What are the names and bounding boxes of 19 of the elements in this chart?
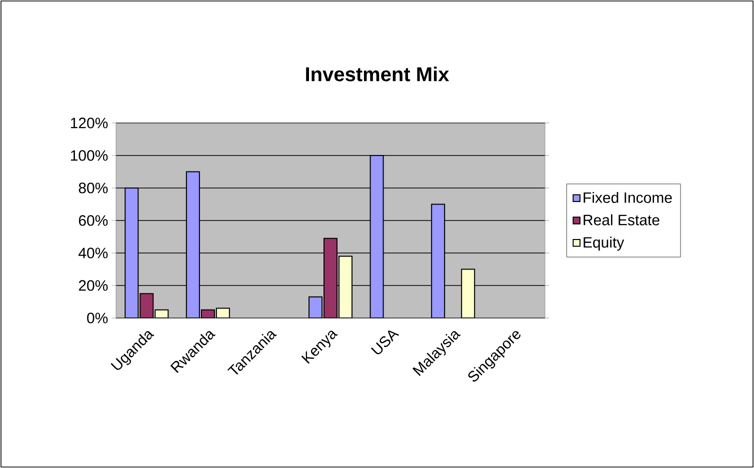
y-tick-label: 100% [70, 150, 108, 161]
bar [370, 154, 384, 318]
bar [461, 268, 476, 318]
legend-label: Fixed Income [584, 192, 672, 203]
legend-label: Real Estate [584, 214, 660, 226]
bar [124, 187, 139, 318]
bar [431, 204, 446, 318]
y-tick-label: 20% [78, 280, 108, 291]
chart-title: Investment Mix [306, 66, 450, 82]
y-tick-label: 80% [78, 182, 108, 194]
bar [186, 171, 200, 318]
y-tick-label: 60% [78, 215, 108, 226]
x-tick-label: USA [370, 330, 400, 354]
legend-label: Equity [584, 236, 624, 251]
y-tick-label: 0% [87, 312, 108, 324]
bar [324, 238, 338, 318]
y-tick-label: 120% [70, 118, 108, 128]
bar [338, 256, 353, 318]
y-tick-label: 40% [78, 248, 108, 258]
